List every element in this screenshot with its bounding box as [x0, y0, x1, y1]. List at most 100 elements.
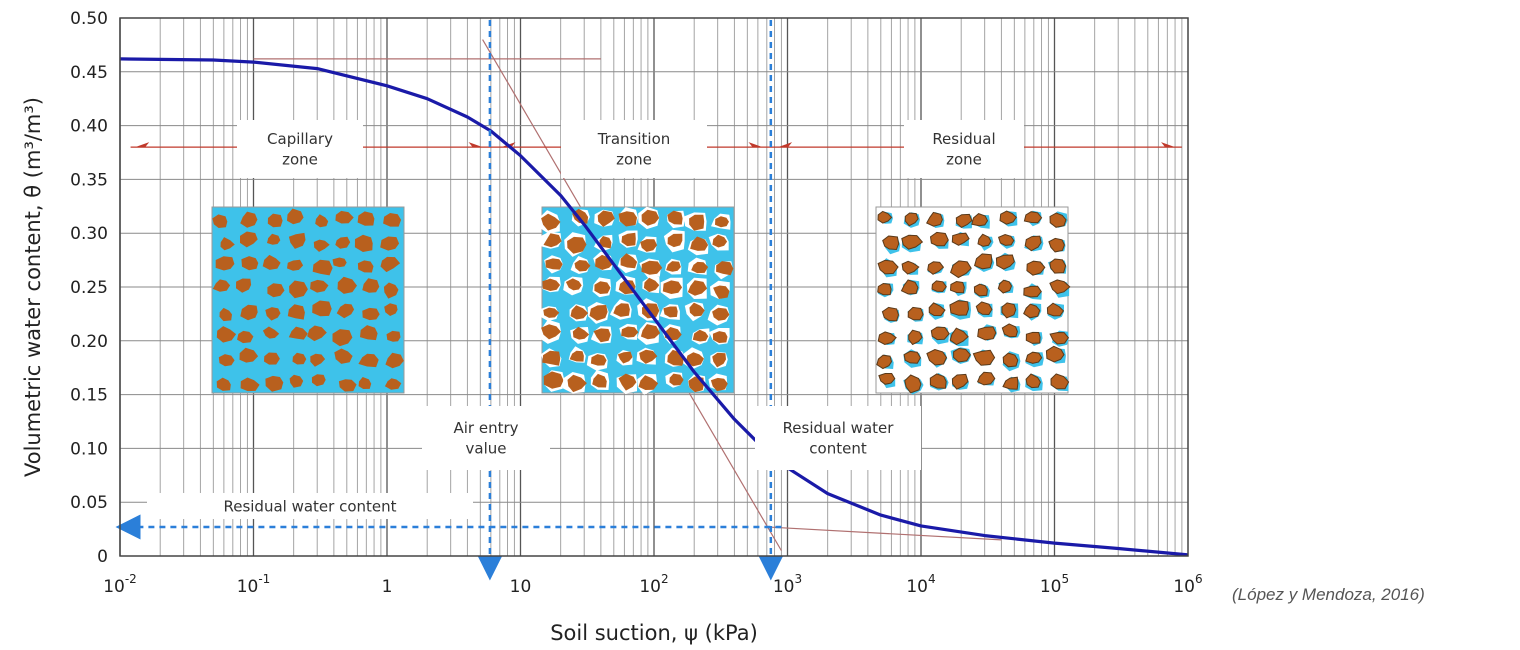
- zone-arrowhead: [135, 142, 150, 148]
- soil-grain: [570, 305, 589, 320]
- y-tick-label: 0.05: [70, 493, 108, 513]
- x-axis-title: Soil suction, ψ (kPa): [550, 621, 758, 645]
- soil-grain: [380, 236, 400, 251]
- y-axis-title: Volumetric water content, θ (m³/m³): [21, 97, 45, 477]
- x-tick-label: 10-2: [103, 572, 137, 597]
- soil-grain: [951, 232, 970, 246]
- soil-grain: [621, 232, 636, 247]
- soil-grain: [712, 331, 728, 343]
- residual-content-label-left-text: Residual water content: [223, 497, 396, 515]
- x-tick-label: 105: [1040, 572, 1069, 597]
- soil-grain: [930, 326, 950, 341]
- soil-grain: [1024, 235, 1042, 252]
- soil-grain: [640, 239, 658, 252]
- soil-grain: [1025, 373, 1041, 389]
- soil-grain: [663, 306, 678, 318]
- capillary-zone-label-text: Capillary: [267, 130, 333, 148]
- soil-grain: [569, 350, 584, 362]
- y-tick-label: 0: [97, 547, 108, 567]
- soil-grain: [310, 353, 326, 367]
- soil-grain: [358, 377, 372, 389]
- soil-grain: [691, 261, 709, 274]
- soil-grain: [639, 349, 658, 364]
- soil-grain: [949, 327, 969, 346]
- soil-grain: [689, 214, 705, 231]
- soil-grain: [292, 352, 307, 365]
- air-entry-label-bg: [422, 406, 550, 470]
- soil-grain: [265, 307, 281, 321]
- soil-grain: [597, 210, 615, 227]
- soil-grain: [267, 213, 283, 228]
- soil-grain: [949, 280, 965, 294]
- y-tick-label: 0.35: [70, 170, 108, 190]
- soil-grain: [543, 233, 562, 248]
- residual-content-label-right-bg: [755, 406, 921, 470]
- soil-grain: [262, 254, 281, 270]
- soil-grain: [1025, 331, 1041, 344]
- soil-grain: [931, 280, 947, 293]
- soil-grain: [383, 282, 399, 299]
- soil-grain: [240, 231, 258, 248]
- residual-zone-label-bg: [904, 120, 1024, 178]
- soil-grain: [315, 214, 329, 228]
- x-tick-label: 103: [773, 572, 802, 597]
- soil-grain: [332, 257, 347, 268]
- soil-grain: [220, 237, 235, 251]
- soil-grain: [216, 377, 231, 391]
- soil-grain: [589, 305, 608, 321]
- soil-grain: [240, 377, 260, 392]
- soil-grain: [1002, 376, 1019, 390]
- capillary-zone-label: Capillary zone: [237, 120, 363, 178]
- soil-grain: [641, 260, 663, 275]
- curve-layer: [119, 57, 1189, 557]
- soil-grain: [908, 329, 923, 346]
- soil-grain: [643, 277, 660, 293]
- x-tick-label: 10: [510, 577, 532, 597]
- transition-zone-label-text: Transition: [597, 130, 671, 148]
- soil-grain: [618, 373, 637, 391]
- soil-grain: [1050, 373, 1070, 390]
- soil-grain: [307, 325, 327, 342]
- soil-grain: [949, 300, 970, 316]
- residual-zone-label-text: zone: [946, 150, 982, 168]
- soil-grain: [542, 278, 561, 291]
- soil-grain: [360, 325, 378, 341]
- soil-grain: [572, 326, 590, 340]
- soil-grain: [1023, 285, 1042, 298]
- soil-grain: [218, 354, 235, 367]
- residual-content-label-right-text: Residual water: [783, 419, 895, 437]
- soil-diagram-saturated: [211, 206, 405, 394]
- soil-grain: [384, 303, 398, 316]
- soil-grain: [882, 235, 900, 251]
- residual-zone-label-text: Residual: [932, 130, 995, 148]
- residual-zone-label: Residual zone: [904, 120, 1024, 178]
- y-tick-label: 0.50: [70, 9, 108, 29]
- soil-grain: [216, 326, 237, 343]
- x-tick-label: 104: [906, 572, 935, 597]
- y-tick-label: 0.30: [70, 224, 108, 244]
- soil-grain: [312, 300, 332, 317]
- soil-grain: [1001, 323, 1018, 338]
- soil-grain: [618, 211, 637, 227]
- soil-grain: [1002, 352, 1019, 368]
- soil-grain: [362, 307, 380, 321]
- soil-grain: [541, 324, 561, 340]
- air-entry-label-text: value: [466, 439, 507, 457]
- soil-grain: [667, 233, 683, 248]
- soil-grain: [877, 331, 897, 346]
- residual-tangent: [766, 526, 1002, 541]
- soil-grain: [1026, 260, 1046, 276]
- soil-grain: [313, 239, 330, 252]
- soil-grain: [955, 213, 973, 228]
- soil-diagrams: [211, 206, 1071, 395]
- x-tick-label: 102: [639, 572, 668, 597]
- zone-arrowhead: [748, 142, 763, 148]
- soil-grain: [687, 280, 708, 296]
- soil-grain: [288, 232, 306, 249]
- soil-grain: [620, 253, 638, 269]
- soil-grain: [690, 236, 709, 251]
- soil-grain: [287, 304, 305, 320]
- soil-grain: [715, 216, 729, 228]
- soil-diagram-transition: [537, 206, 735, 395]
